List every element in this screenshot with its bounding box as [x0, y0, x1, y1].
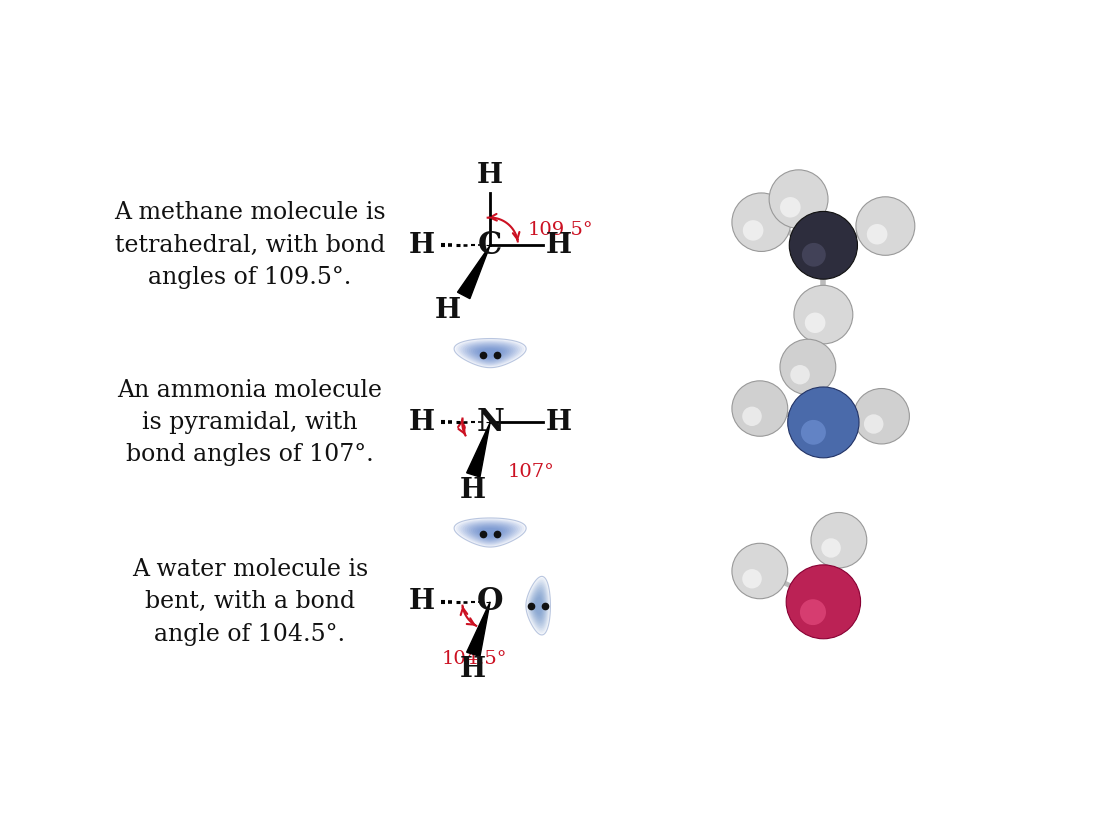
- Circle shape: [742, 407, 762, 426]
- Polygon shape: [471, 525, 509, 540]
- Circle shape: [742, 220, 763, 241]
- Circle shape: [794, 285, 852, 344]
- Circle shape: [800, 599, 826, 625]
- Polygon shape: [473, 346, 507, 360]
- Polygon shape: [461, 521, 520, 545]
- Circle shape: [801, 420, 826, 445]
- Text: tetrahedral, with bond: tetrahedral, with bond: [114, 233, 385, 257]
- Polygon shape: [469, 524, 512, 541]
- Text: angles of 109.5°.: angles of 109.5°.: [148, 266, 352, 289]
- Text: An ammonia molecule: An ammonia molecule: [118, 379, 383, 402]
- Circle shape: [780, 197, 801, 218]
- Polygon shape: [462, 521, 518, 544]
- Circle shape: [856, 197, 915, 255]
- Polygon shape: [466, 422, 491, 477]
- Polygon shape: [528, 582, 548, 629]
- Circle shape: [802, 243, 826, 266]
- Polygon shape: [535, 596, 542, 615]
- Polygon shape: [527, 578, 550, 634]
- Text: angle of 104.5°.: angle of 104.5°.: [154, 623, 345, 646]
- Text: H: H: [460, 656, 486, 683]
- Polygon shape: [477, 527, 503, 538]
- Circle shape: [811, 512, 867, 568]
- Polygon shape: [471, 346, 509, 361]
- Polygon shape: [466, 344, 514, 362]
- Polygon shape: [477, 348, 503, 358]
- Text: H: H: [436, 297, 461, 324]
- Polygon shape: [480, 349, 501, 357]
- Polygon shape: [529, 583, 548, 628]
- Polygon shape: [532, 592, 544, 620]
- Polygon shape: [456, 339, 524, 367]
- Polygon shape: [469, 345, 512, 361]
- Text: is pyramidal, with: is pyramidal, with: [142, 411, 358, 434]
- Polygon shape: [531, 590, 544, 621]
- Polygon shape: [534, 595, 542, 616]
- Polygon shape: [466, 601, 491, 657]
- Polygon shape: [459, 520, 522, 545]
- Circle shape: [864, 414, 883, 434]
- Polygon shape: [531, 588, 546, 623]
- Circle shape: [788, 387, 859, 458]
- Text: 107°: 107°: [507, 463, 554, 481]
- Polygon shape: [466, 523, 514, 542]
- Polygon shape: [475, 526, 505, 539]
- Text: N: N: [476, 407, 504, 438]
- Text: H: H: [546, 409, 572, 436]
- Polygon shape: [529, 585, 547, 626]
- Circle shape: [732, 381, 788, 436]
- Polygon shape: [462, 342, 518, 365]
- Polygon shape: [473, 526, 507, 540]
- Text: 104.5°: 104.5°: [442, 650, 507, 667]
- Text: 109.5°: 109.5°: [527, 221, 593, 239]
- Circle shape: [805, 313, 825, 333]
- Text: A water molecule is: A water molecule is: [132, 558, 368, 581]
- Text: H: H: [460, 477, 486, 504]
- Text: O: O: [477, 587, 504, 617]
- Polygon shape: [461, 341, 520, 365]
- Polygon shape: [454, 518, 526, 547]
- Polygon shape: [530, 587, 547, 625]
- Circle shape: [732, 193, 791, 252]
- Circle shape: [790, 365, 810, 384]
- Circle shape: [742, 569, 762, 588]
- Polygon shape: [464, 342, 516, 364]
- Text: H: H: [477, 163, 503, 190]
- Polygon shape: [534, 593, 543, 618]
- Text: bent, with a bond: bent, with a bond: [145, 591, 355, 613]
- Circle shape: [822, 538, 840, 558]
- Polygon shape: [464, 522, 516, 543]
- Polygon shape: [526, 577, 550, 635]
- Circle shape: [780, 339, 836, 394]
- Text: bond angles of 107°.: bond angles of 107°.: [126, 443, 374, 466]
- Text: H: H: [409, 409, 434, 436]
- Text: H: H: [409, 588, 434, 615]
- Polygon shape: [480, 528, 501, 537]
- Text: H: H: [409, 232, 434, 259]
- Circle shape: [854, 389, 910, 444]
- Polygon shape: [475, 347, 505, 359]
- Circle shape: [867, 224, 888, 244]
- Text: A methane molecule is: A methane molecule is: [114, 201, 386, 224]
- Circle shape: [786, 565, 860, 639]
- Circle shape: [769, 170, 828, 229]
- Text: C: C: [478, 230, 503, 261]
- Circle shape: [790, 211, 858, 279]
- Text: H: H: [546, 232, 572, 259]
- Polygon shape: [456, 519, 524, 546]
- Circle shape: [732, 544, 788, 599]
- Polygon shape: [458, 245, 491, 299]
- Polygon shape: [454, 338, 526, 368]
- Polygon shape: [527, 580, 549, 632]
- Polygon shape: [459, 340, 522, 366]
